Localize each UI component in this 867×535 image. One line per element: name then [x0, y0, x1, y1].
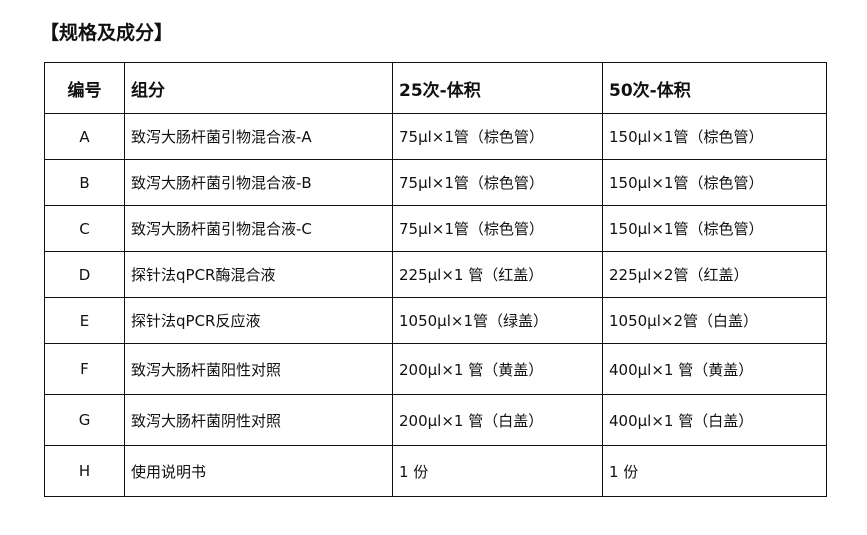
specification-table: 编号 组分 25次-体积 50次-体积 A 致泻大肠杆菌引物混合液-A 75μl×1…	[44, 62, 827, 497]
cell-component: 使用说明书	[124, 445, 393, 497]
table-row: G 致泻大肠杆菌阴性对照 200μl×1 管（白盖） 400μl×1 管（白盖）	[44, 394, 827, 446]
header-number: 编号	[44, 62, 125, 114]
cell-component: 致泻大肠杆菌引物混合液-B	[124, 159, 393, 206]
cell-50-volume: 400μl×1 管（白盖）	[602, 394, 827, 446]
cell-25-volume: 1050μl×1管（绿盖）	[392, 297, 603, 344]
table-row: A 致泻大肠杆菌引物混合液-A 75μl×1管（棕色管） 150μl×1管（棕色管）	[44, 113, 827, 160]
cell-50-volume: 150μl×1管（棕色管）	[602, 205, 827, 252]
cell-number: A	[44, 113, 125, 160]
cell-50-volume: 1 份	[602, 445, 827, 497]
section-title: 【规格及成分】	[40, 22, 174, 44]
table-row: D 探针法qPCR酶混合液 225μl×1 管（红盖） 225μl×2管（红盖）	[44, 251, 827, 298]
cell-component: 探针法qPCR酶混合液	[124, 251, 393, 298]
table-header-row: 编号 组分 25次-体积 50次-体积	[44, 62, 827, 114]
table-row: F 致泻大肠杆菌阳性对照 200μl×1 管（黄盖） 400μl×1 管（黄盖）	[44, 343, 827, 395]
cell-50-volume: 225μl×2管（红盖）	[602, 251, 827, 298]
cell-number: B	[44, 159, 125, 206]
cell-50-volume: 1050μl×2管（白盖）	[602, 297, 827, 344]
cell-25-volume: 75μl×1管（棕色管）	[392, 205, 603, 252]
cell-number: E	[44, 297, 125, 344]
table-row: B 致泻大肠杆菌引物混合液-B 75μl×1管（棕色管） 150μl×1管（棕色管）	[44, 159, 827, 206]
cell-component: 致泻大肠杆菌阴性对照	[124, 394, 393, 446]
header-50-volume: 50次-体积	[602, 62, 827, 114]
cell-number: F	[44, 343, 125, 395]
cell-50-volume: 400μl×1 管（黄盖）	[602, 343, 827, 395]
cell-component: 探针法qPCR反应液	[124, 297, 393, 344]
header-component: 组分	[124, 62, 393, 114]
cell-number: H	[44, 445, 125, 497]
cell-25-volume: 75μl×1管（棕色管）	[392, 113, 603, 160]
cell-component: 致泻大肠杆菌引物混合液-A	[124, 113, 393, 160]
cell-50-volume: 150μl×1管（棕色管）	[602, 159, 827, 206]
cell-number: C	[44, 205, 125, 252]
cell-component: 致泻大肠杆菌引物混合液-C	[124, 205, 393, 252]
table-row: C 致泻大肠杆菌引物混合液-C 75μl×1管（棕色管） 150μl×1管（棕色管）	[44, 205, 827, 252]
cell-25-volume: 200μl×1 管（黄盖）	[392, 343, 603, 395]
cell-25-volume: 75μl×1管（棕色管）	[392, 159, 603, 206]
cell-25-volume: 200μl×1 管（白盖）	[392, 394, 603, 446]
cell-50-volume: 150μl×1管（棕色管）	[602, 113, 827, 160]
cell-component: 致泻大肠杆菌阳性对照	[124, 343, 393, 395]
table-row: E 探针法qPCR反应液 1050μl×1管（绿盖） 1050μl×2管（白盖）	[44, 297, 827, 344]
cell-number: D	[44, 251, 125, 298]
cell-number: G	[44, 394, 125, 446]
cell-25-volume: 225μl×1 管（红盖）	[392, 251, 603, 298]
header-25-volume: 25次-体积	[392, 62, 603, 114]
cell-25-volume: 1 份	[392, 445, 603, 497]
